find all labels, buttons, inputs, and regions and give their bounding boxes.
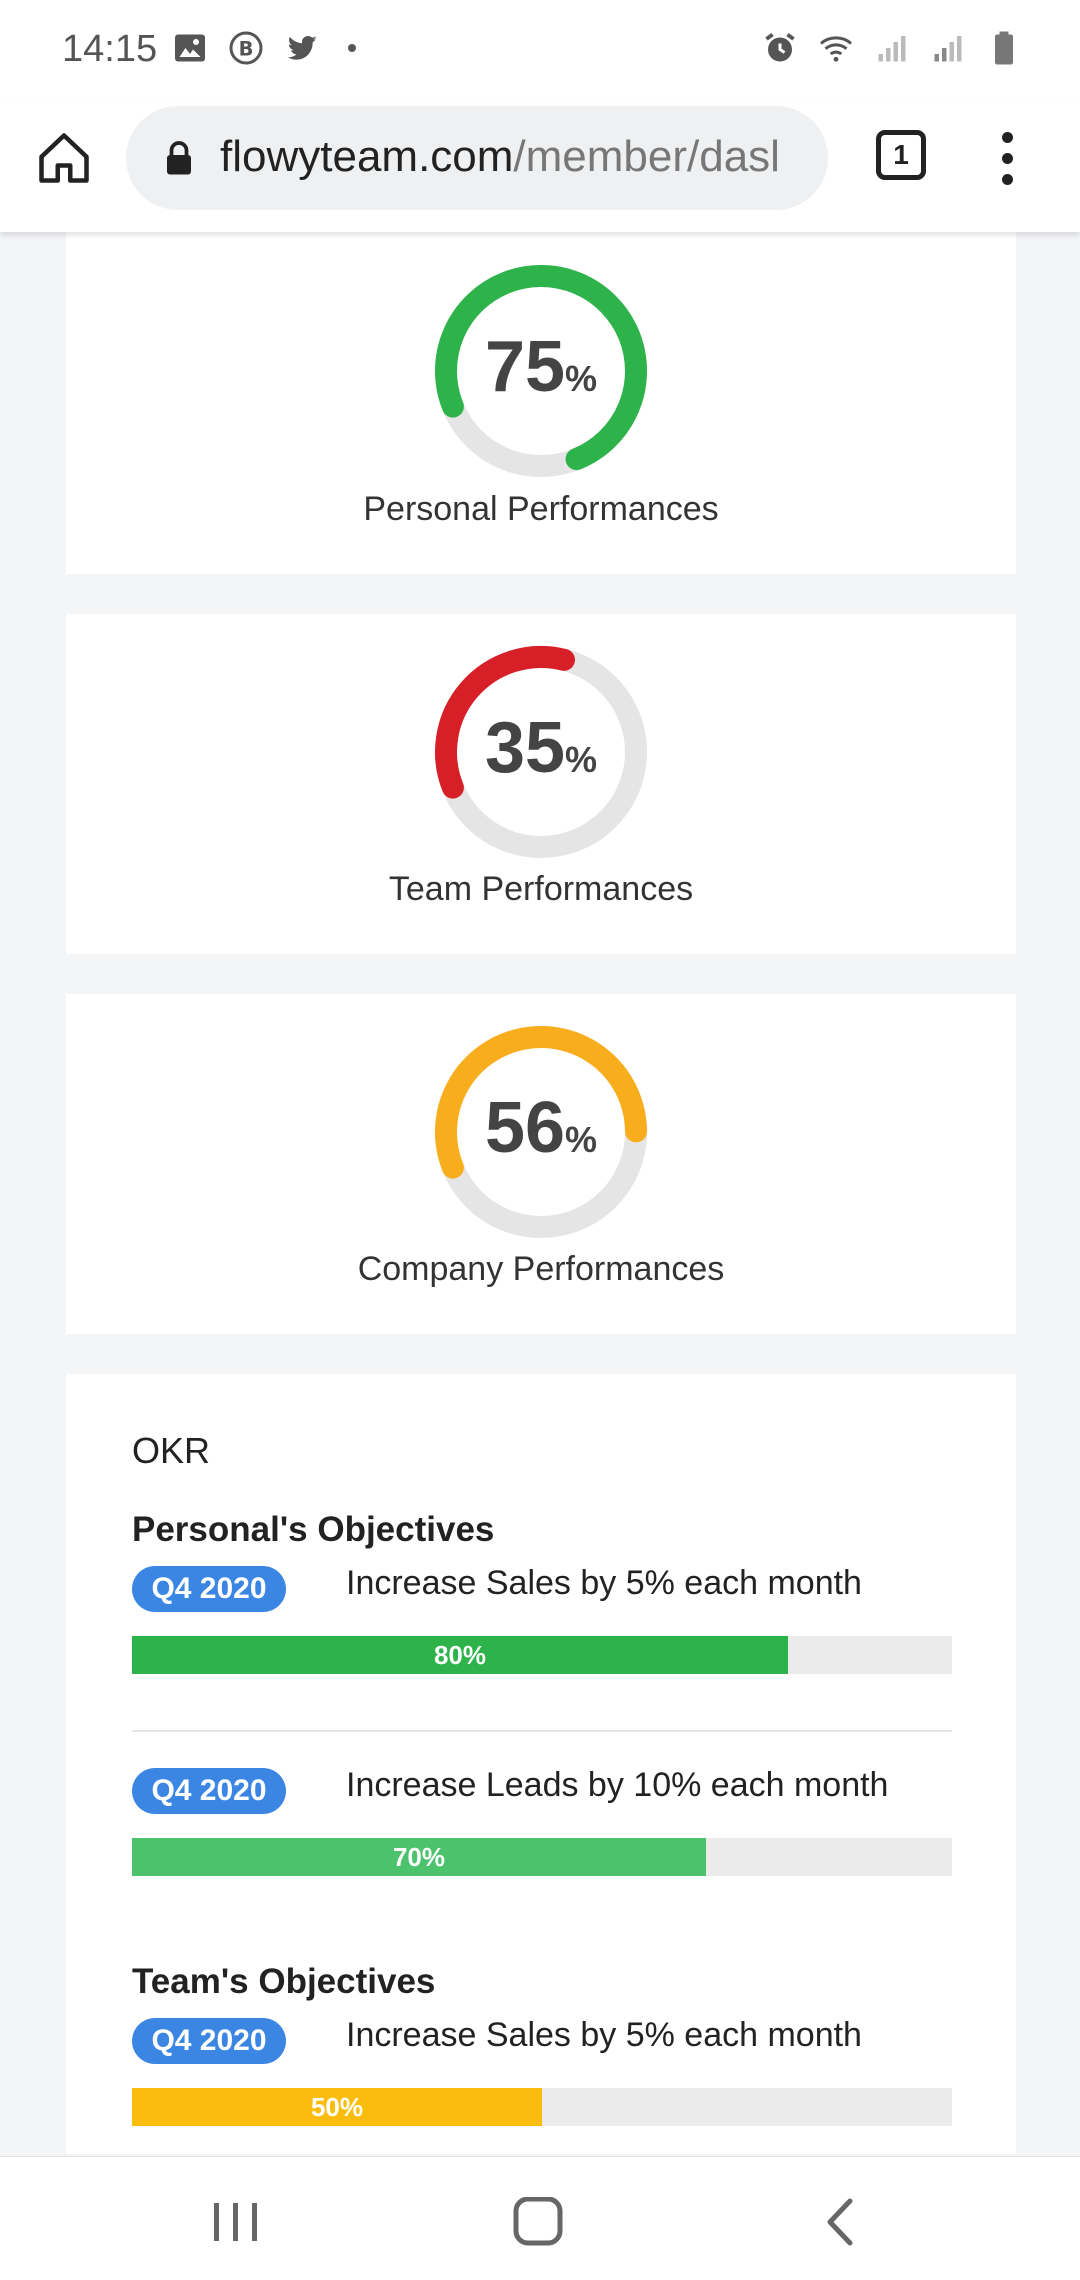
gauge-arc — [435, 265, 647, 471]
team-objectives-title: Team's Objectives — [132, 1962, 436, 2001]
personal-objectives-title: Personal's Objectives — [132, 1510, 495, 1549]
lock-icon — [167, 141, 191, 175]
signal-icon — [934, 36, 962, 62]
progress-fill: 70% — [132, 1838, 706, 1876]
notification-icons: B — [172, 30, 364, 66]
personal-performance-card: 75% Personal Performances — [66, 232, 1016, 574]
browser-toolbar: flowyteam.com/member/dasl 1 — [0, 100, 1080, 232]
signal-icon — [878, 36, 906, 62]
objective-text[interactable]: Increase Sales by 5% each month — [346, 1564, 862, 1602]
quarter-badge: Q4 2020 — [132, 1566, 286, 1612]
tab-switcher-button[interactable]: 1 — [876, 130, 926, 180]
home-icon[interactable] — [508, 2197, 568, 2247]
battery-icon — [995, 31, 1013, 65]
progress-fill: 50% — [132, 2088, 542, 2126]
status-bar: 14:15 B — [0, 0, 1080, 100]
okr-card: OKR Personal's Objectives Q4 2020 Increa… — [66, 1374, 1016, 2154]
wifi-icon — [819, 36, 853, 62]
address-bar[interactable]: flowyteam.com/member/dasl — [126, 106, 828, 210]
browser-menu-icon[interactable] — [992, 132, 1022, 186]
svg-text:B: B — [239, 38, 254, 61]
url-text: flowyteam.com/member/dasl — [220, 132, 780, 182]
alarm-icon — [765, 33, 795, 62]
personal-performance-gauge — [435, 265, 647, 477]
team-performance-card: 35% Team Performances — [66, 614, 1016, 954]
system-icons — [762, 30, 1022, 66]
objective-progress-bar: 50% — [132, 2088, 952, 2126]
personal-performance-value: 75% — [484, 327, 598, 407]
twitter-icon — [287, 35, 317, 60]
company-performance-label: Company Performances — [357, 1250, 725, 1288]
company-performance-card: 56% Company Performances — [66, 994, 1016, 1334]
b-badge-icon: B — [229, 31, 263, 65]
company-performance-value: 56% — [484, 1088, 598, 1168]
team-performance-gauge — [435, 646, 647, 858]
company-performance-gauge — [435, 1026, 647, 1238]
browser-home-icon[interactable] — [34, 128, 94, 188]
objective-progress-bar: 70% — [132, 1838, 952, 1876]
okr-title: OKR — [132, 1430, 211, 1471]
objective-text[interactable]: Increase Leads by 10% each month — [346, 1766, 889, 1804]
progress-fill: 80% — [132, 1636, 788, 1674]
objective-text[interactable]: Increase Sales by 5% each month — [346, 2016, 862, 2054]
quarter-badge: Q4 2020 — [132, 1768, 286, 1814]
gauge-arc — [435, 1026, 647, 1179]
status-time: 14:15 — [62, 28, 158, 70]
personal-performance-label: Personal Performances — [363, 490, 719, 528]
recent-apps-icon[interactable] — [206, 2197, 266, 2247]
gauge-arc — [435, 646, 575, 799]
system-navigation-bar — [0, 2156, 1080, 2280]
team-performance-value: 35% — [484, 708, 598, 788]
url-path: /member/dasl — [513, 132, 780, 181]
objective-progress-bar: 80% — [132, 1636, 952, 1674]
url-host: flowyteam.com — [220, 132, 514, 181]
back-icon[interactable] — [812, 2197, 872, 2247]
team-performance-label: Team Performances — [388, 870, 694, 908]
image-icon — [175, 34, 205, 62]
dot-icon — [348, 44, 356, 52]
divider — [132, 1730, 952, 1732]
quarter-badge: Q4 2020 — [132, 2018, 286, 2064]
